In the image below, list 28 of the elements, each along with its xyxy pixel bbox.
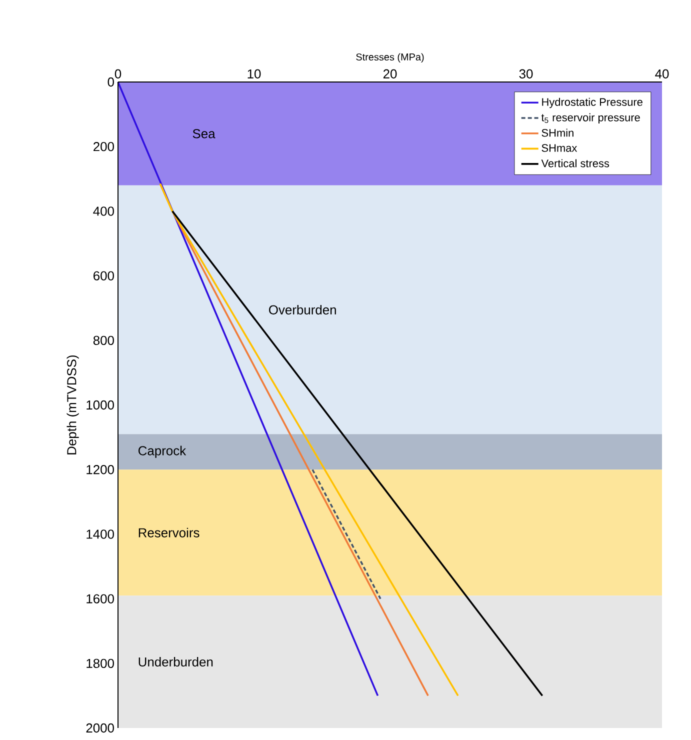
legend-label: SHmin [542,128,574,137]
x-tick-label: 10 [248,69,261,78]
band-label: Overburden [269,304,336,314]
band-label: Caprock [138,446,186,458]
band-label: Sea [192,129,216,138]
y-tick-label: 2000 [86,723,114,733]
y-tick-label: 1800 [86,658,114,668]
band-label: Reservoirs [138,528,200,538]
y-tick-label: 400 [93,206,114,216]
legend-label: t$_{5}$ reservoir pressure [541,113,640,124]
band-label: Underburden [138,657,213,667]
y-tick-label: 1600 [86,594,114,604]
y-tick-label: 600 [94,271,114,280]
y-axis-title: Depth (mTVDSS) [66,355,79,454]
y-tick-label: 1000 [86,400,114,410]
x-tick-label: 30 [519,69,533,78]
y-tick-label: 800 [93,336,114,345]
y-tick-label: 0 [108,77,114,87]
y-tick-label: 200 [94,142,114,152]
x-tick-label: 40 [655,69,669,78]
x-tick-label: 20 [383,69,397,78]
x-axis-title: Stresses (MPa) [356,53,424,62]
x-tick-label: 0 [114,69,122,78]
legend-label: SHmax [542,144,578,152]
y-tick-label: 1200 [86,465,114,474]
legend-label: Vertical stress [541,159,610,168]
y-tick-label: 1400 [86,530,114,539]
legend-label: Hydrostatic Pressure [542,98,642,108]
